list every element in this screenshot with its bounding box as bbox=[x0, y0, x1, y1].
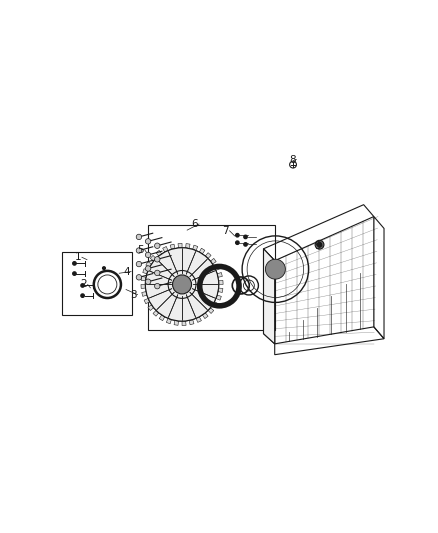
Text: 9: 9 bbox=[315, 241, 321, 251]
Circle shape bbox=[265, 259, 286, 279]
Polygon shape bbox=[208, 308, 214, 313]
Circle shape bbox=[136, 234, 141, 240]
Polygon shape bbox=[196, 317, 201, 322]
Text: 2: 2 bbox=[80, 279, 87, 289]
Polygon shape bbox=[144, 298, 150, 304]
Circle shape bbox=[315, 240, 324, 249]
Circle shape bbox=[236, 241, 239, 245]
Polygon shape bbox=[150, 255, 156, 261]
Polygon shape bbox=[148, 305, 154, 311]
Circle shape bbox=[155, 243, 160, 248]
Circle shape bbox=[244, 243, 247, 246]
Polygon shape bbox=[142, 292, 147, 296]
Circle shape bbox=[145, 239, 151, 244]
Circle shape bbox=[155, 256, 160, 262]
Polygon shape bbox=[146, 262, 152, 267]
Text: 4: 4 bbox=[124, 266, 131, 277]
Circle shape bbox=[136, 248, 141, 253]
Polygon shape bbox=[189, 319, 194, 325]
Text: 3: 3 bbox=[130, 289, 137, 300]
Polygon shape bbox=[214, 265, 220, 270]
Polygon shape bbox=[141, 277, 146, 281]
Bar bbox=[148, 225, 276, 330]
Polygon shape bbox=[264, 249, 275, 344]
Text: 6: 6 bbox=[192, 219, 198, 229]
Text: 5: 5 bbox=[138, 245, 144, 255]
Polygon shape bbox=[153, 310, 159, 316]
Circle shape bbox=[317, 243, 322, 247]
Bar bbox=[62, 252, 132, 315]
Circle shape bbox=[73, 272, 76, 275]
Polygon shape bbox=[212, 302, 218, 307]
Circle shape bbox=[81, 284, 84, 287]
Circle shape bbox=[136, 274, 141, 280]
Polygon shape bbox=[219, 280, 223, 285]
Circle shape bbox=[155, 270, 160, 276]
Polygon shape bbox=[174, 320, 178, 325]
Text: 7: 7 bbox=[222, 226, 229, 236]
Polygon shape bbox=[178, 244, 182, 248]
Polygon shape bbox=[156, 251, 162, 256]
Text: 8: 8 bbox=[289, 155, 296, 165]
Polygon shape bbox=[182, 321, 186, 326]
Polygon shape bbox=[170, 244, 175, 249]
Circle shape bbox=[145, 279, 151, 285]
Circle shape bbox=[81, 294, 84, 297]
Polygon shape bbox=[205, 253, 211, 259]
Circle shape bbox=[244, 235, 247, 239]
Circle shape bbox=[136, 261, 141, 267]
Polygon shape bbox=[159, 315, 165, 321]
Polygon shape bbox=[217, 272, 223, 277]
Polygon shape bbox=[186, 244, 190, 248]
Circle shape bbox=[73, 262, 76, 265]
Polygon shape bbox=[199, 248, 205, 254]
Circle shape bbox=[102, 267, 105, 270]
Polygon shape bbox=[143, 269, 148, 274]
Polygon shape bbox=[202, 313, 208, 319]
Circle shape bbox=[145, 252, 151, 257]
Circle shape bbox=[145, 248, 219, 321]
Circle shape bbox=[173, 275, 191, 294]
Polygon shape bbox=[193, 245, 198, 251]
Polygon shape bbox=[141, 285, 145, 288]
Circle shape bbox=[145, 266, 151, 271]
Circle shape bbox=[173, 275, 191, 294]
Polygon shape bbox=[216, 295, 221, 300]
Text: 1: 1 bbox=[74, 252, 81, 262]
Polygon shape bbox=[210, 259, 216, 264]
Polygon shape bbox=[166, 318, 171, 324]
Polygon shape bbox=[162, 246, 168, 252]
Circle shape bbox=[155, 284, 160, 289]
Circle shape bbox=[236, 233, 239, 237]
Polygon shape bbox=[218, 288, 223, 293]
